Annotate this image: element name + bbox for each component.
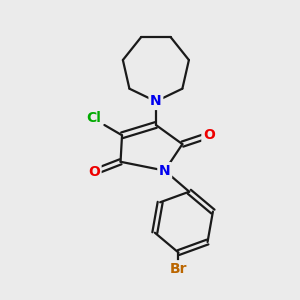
- Text: N: N: [150, 94, 162, 108]
- Text: O: O: [203, 128, 215, 142]
- Text: O: O: [88, 165, 100, 179]
- Text: Br: Br: [170, 262, 187, 276]
- Text: Cl: Cl: [87, 111, 101, 124]
- Text: N: N: [159, 164, 170, 178]
